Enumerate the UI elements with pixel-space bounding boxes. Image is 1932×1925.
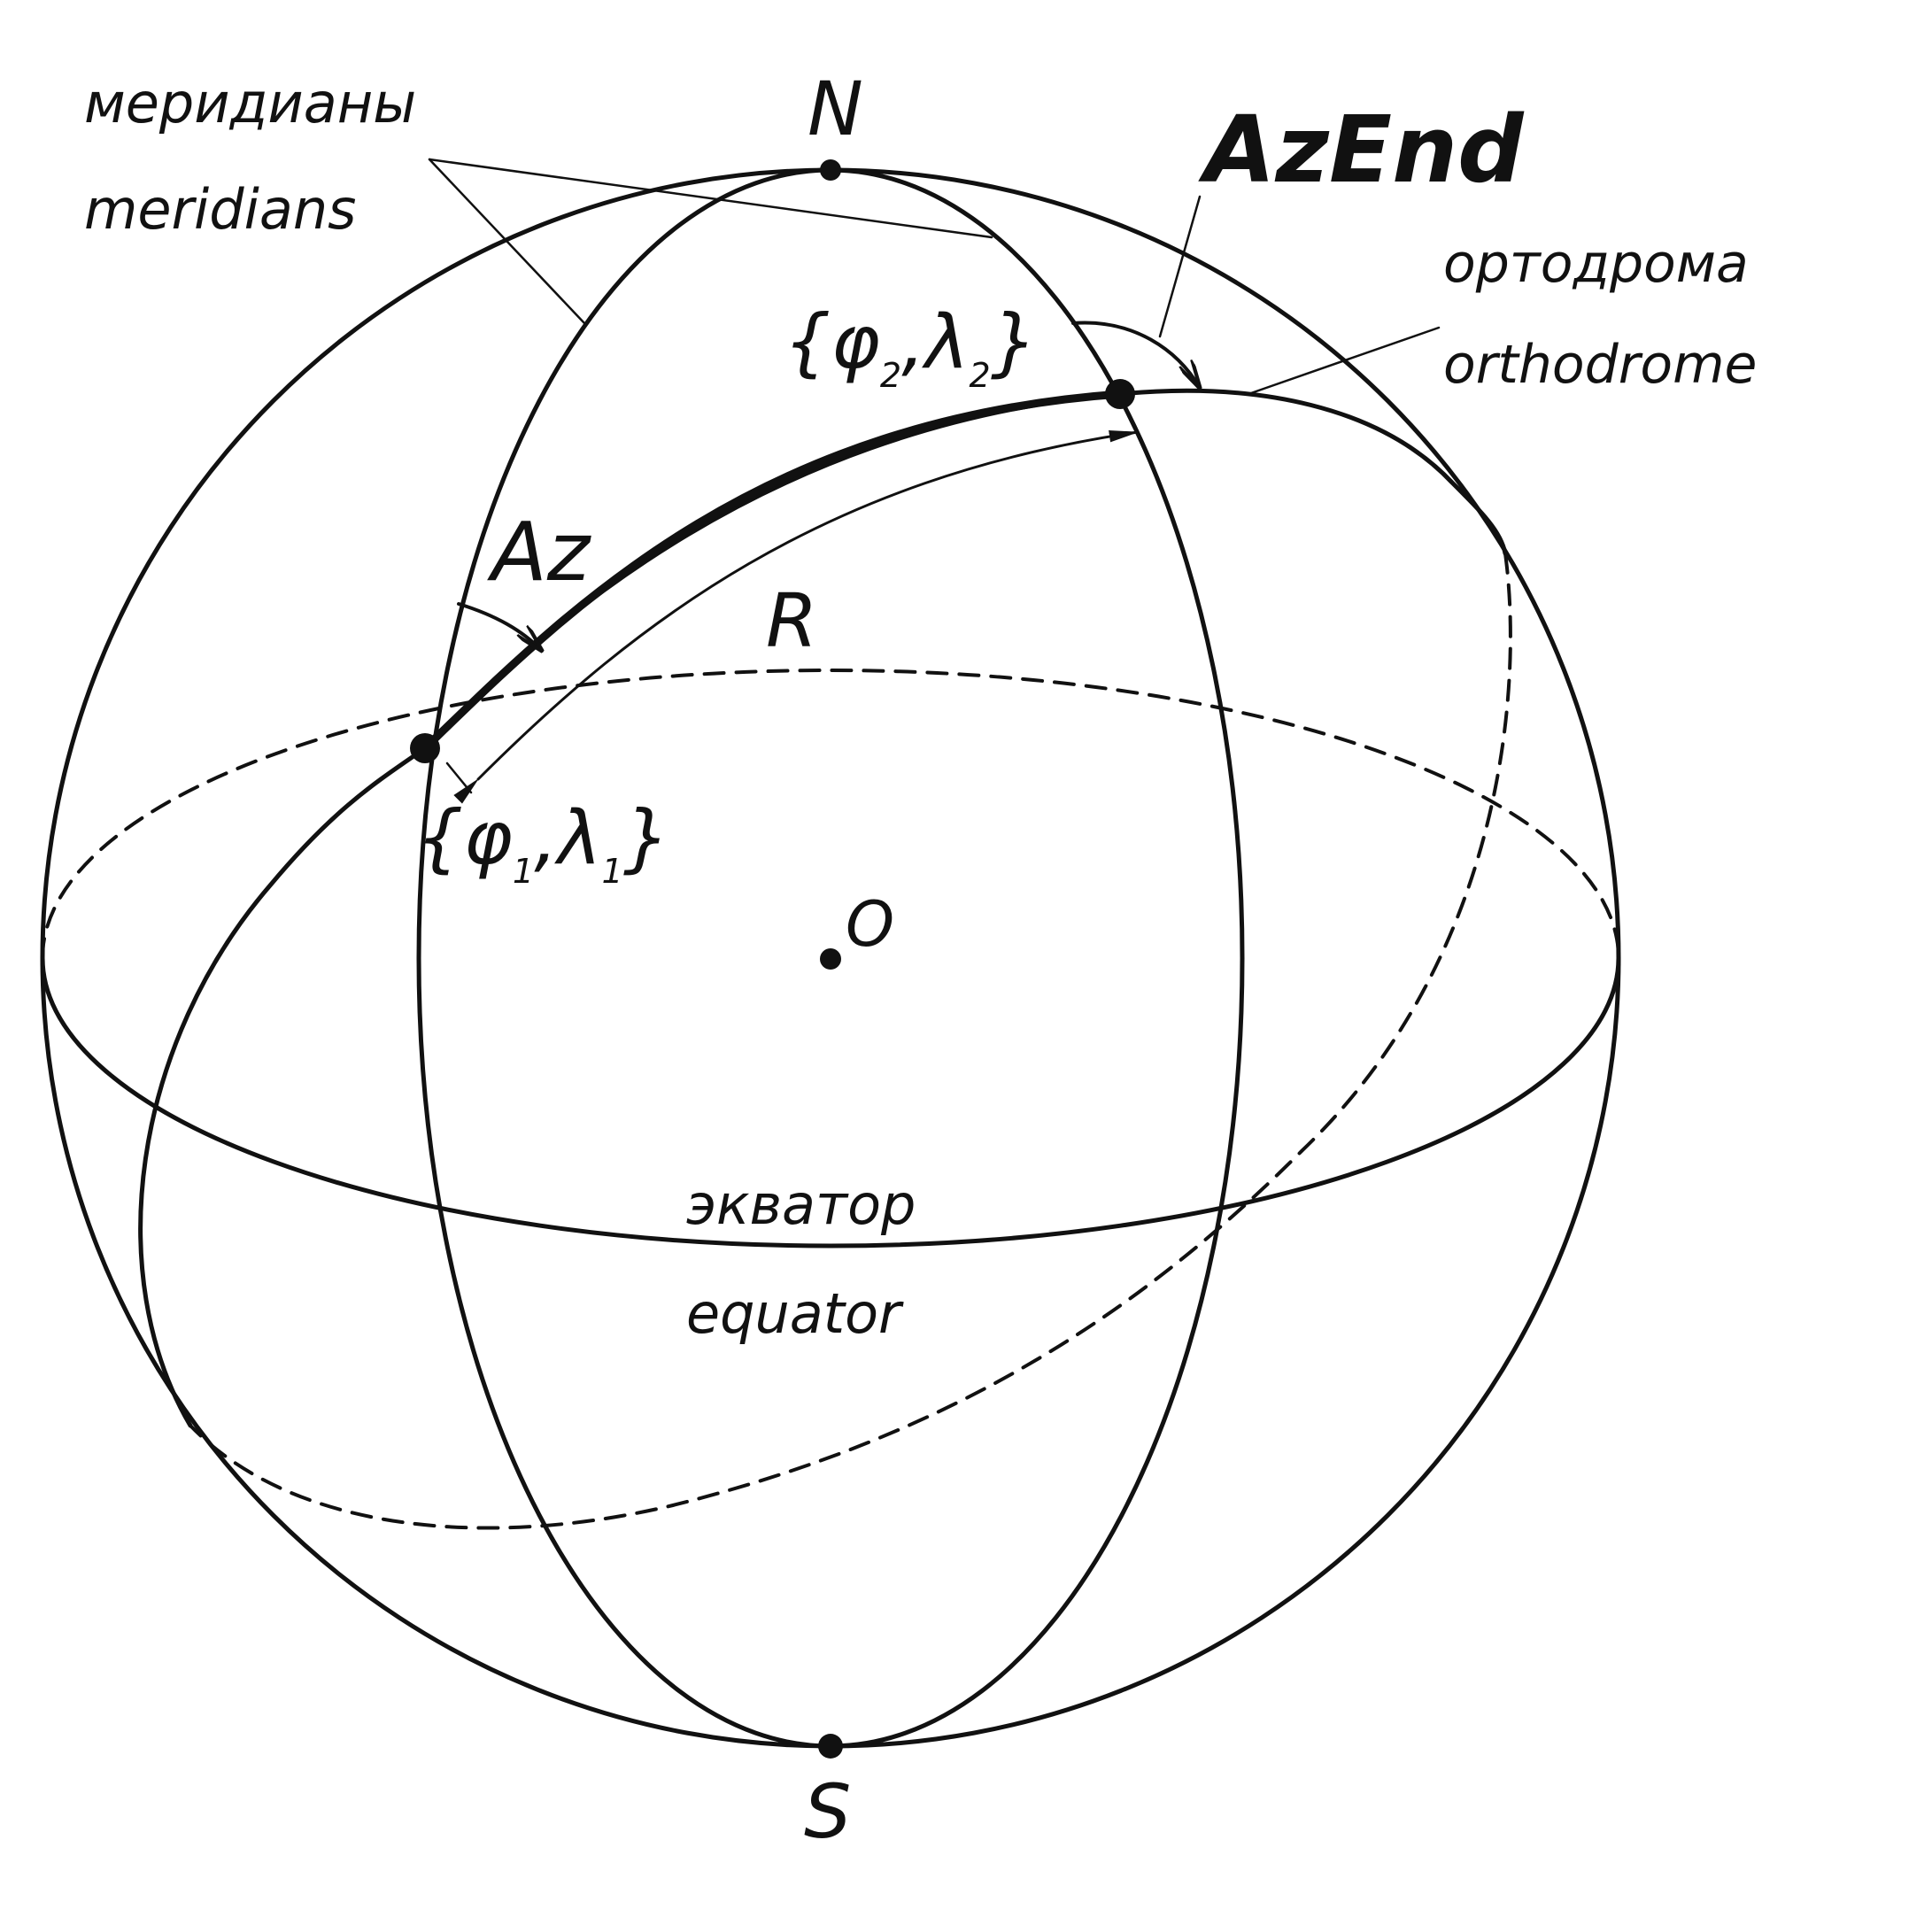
point1-lambda-index: 1	[601, 852, 622, 891]
point2-brace-open: {	[784, 298, 831, 385]
point2-coordinates: {φ2,λ2}	[784, 298, 1038, 395]
orthodrome-en-label: orthodrome	[1443, 334, 1757, 396]
equator-ru-label: экватор	[686, 1172, 916, 1237]
azimuth-label: Az	[487, 505, 591, 599]
point1-phi-index: 1	[513, 852, 534, 891]
point2-comma: ,	[901, 298, 925, 385]
point2-phi-index: 2	[880, 356, 901, 395]
center-point	[820, 948, 841, 970]
point1-marker	[410, 733, 440, 763]
azimuth-end-arc	[1071, 321, 1200, 388]
south-label: S	[804, 1768, 851, 1855]
azimuth-arc	[457, 602, 542, 651]
point2-brace-close: }	[991, 298, 1038, 385]
orthodrome-back	[189, 552, 1512, 1530]
orthodrome-ru-label: ортодрома	[1443, 233, 1749, 295]
point1-brace-close: }	[623, 794, 670, 881]
south-pole-point	[818, 1734, 843, 1759]
meridians-en-label: meridians	[84, 177, 356, 242]
point2-marker	[1105, 379, 1135, 409]
point1-leader	[445, 761, 473, 794]
azimuth-end-label: AzEnd	[1198, 96, 1525, 204]
point2-lambda: λ	[922, 298, 970, 385]
meridians-ru-label: меридианы	[84, 71, 416, 135]
orthodrome-front	[138, 388, 1508, 1428]
equator-en-label: equator	[686, 1281, 904, 1346]
point1-lambda: λ	[554, 794, 602, 881]
azimuth-end-leader	[1158, 195, 1202, 338]
point1-phi: φ	[463, 794, 512, 881]
orthodrome-leader	[1247, 326, 1441, 396]
meridians-leader-1	[428, 158, 586, 325]
point1-coordinates: {φ1,λ1}	[416, 794, 670, 891]
equator-front	[40, 955, 1621, 1249]
radius-arrow	[453, 429, 1140, 804]
north-pole-point	[820, 159, 841, 181]
point1-brace-open: {	[416, 794, 463, 881]
north-label: N	[808, 66, 863, 152]
equator-back	[41, 669, 1620, 960]
point2-phi: φ	[831, 298, 879, 385]
point2-lambda-index: 2	[969, 356, 990, 395]
radius-label: R	[766, 577, 817, 664]
point1-comma: ,	[534, 794, 558, 881]
meridians-leader-2	[428, 158, 993, 239]
center-label: O	[846, 888, 894, 961]
